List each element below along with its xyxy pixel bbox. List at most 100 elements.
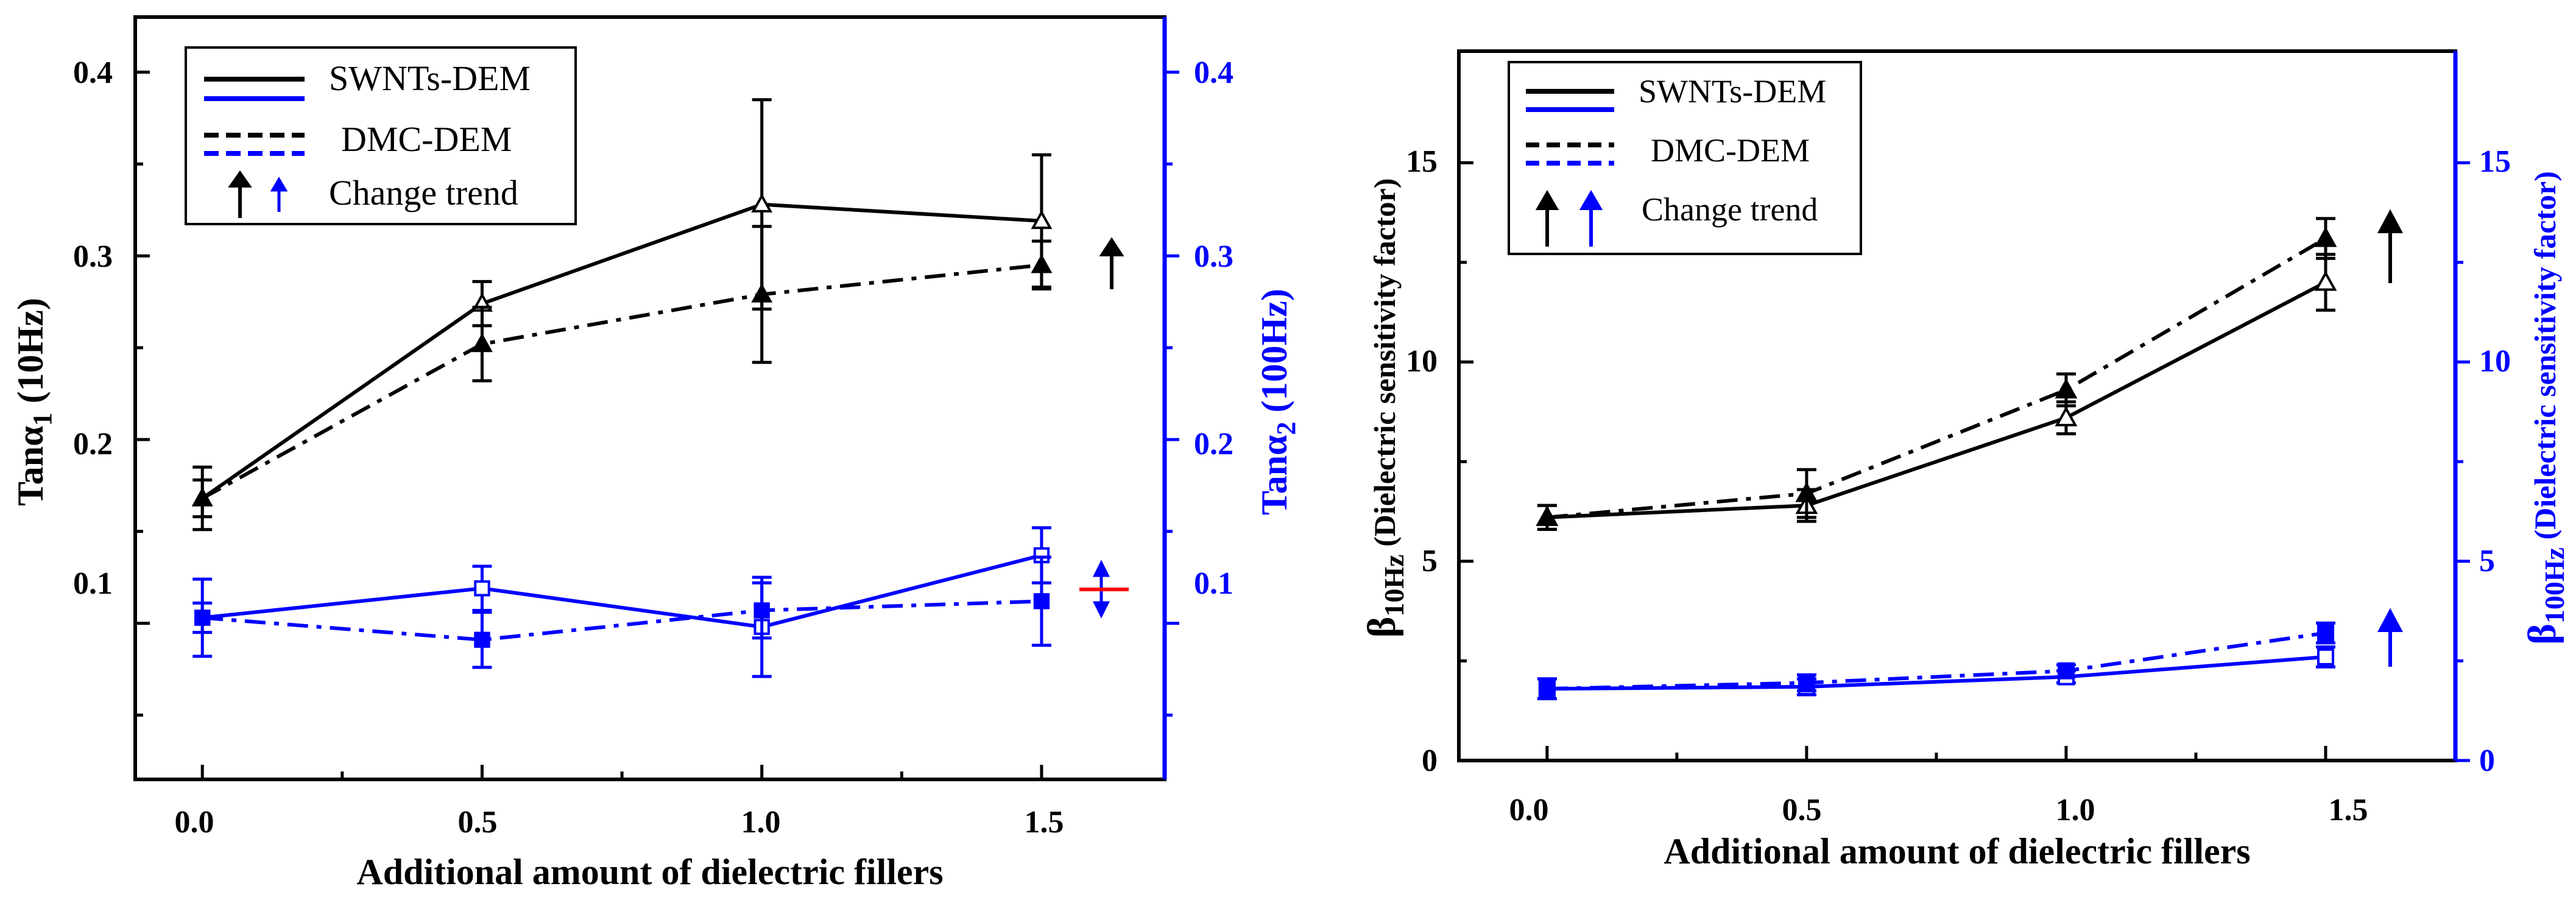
arrow-up-icon [1535,190,1559,247]
data-point [1538,680,1556,698]
chart-1-y-left-tick-label: 0.2 [73,427,113,462]
chart-1-y-left-label-main: Tanα [10,426,51,505]
chart-1-x-tick-label: 0.5 [458,805,498,840]
chart-2-y-right-tick-label: 0 [2479,743,2495,778]
chart-1-y-left-tick-label: 0.4 [73,55,113,90]
data-point [191,487,213,507]
data-point [474,580,490,597]
chart-1-y-left-label-suffix: (10Hz) [10,298,51,412]
trend-arrow-up-black-icon [1099,237,1124,289]
chart-2-x-tick-label: 0.0 [1509,793,1549,827]
chart-tan-alpha: 0.0 0.5 1.0 1.5 0.1 0.2 0.3 0.4 0.1 0.2 … [10,15,1301,892]
chart-beta: 0.0 0.5 1.0 1.5 0 5 10 15 0 5 10 15 Addi… [1360,49,2570,871]
chart-1-legend-label-dmc: DMC-DEM [341,119,512,159]
chart-2-y-right-tick-label: 5 [2479,544,2495,578]
data-point [474,631,490,648]
chart-1-y-left-tick-label: 0.3 [73,239,113,274]
chart-2-y-right-tick-label: 15 [2479,144,2511,179]
data-point [1795,482,1818,502]
data-point [471,332,493,353]
chart-2-y-right-tick-label: 10 [2479,344,2511,379]
chart-1-x-tick-label: 0.0 [175,805,214,840]
chart-2-y-left-label-suffix: (Dielectric sensitivity factor) [1367,178,1402,555]
data-point [2057,662,2075,680]
chart-2-x-axis-label: Additional amount of dielectric fillers [1664,831,2250,871]
arrow-up-icon [228,170,252,218]
chart-1-y-right-axis-label: Tanα2 (100Hz) [1254,289,1301,515]
chart-2-legend-box [1508,61,1862,255]
chart-1-plot-area [133,15,1167,781]
chart-2-legend-label-trend: Change trend [1642,191,1818,228]
chart-2-y-right-axis-label: β100Hz (Dielectric sensitivity factor) [2520,171,2570,645]
data-point [2055,406,2078,427]
series-line [1547,631,2326,691]
chart-1-trend-indicators [1079,237,1129,619]
chart-1-x-tick-labels: 0.0 0.5 1.0 1.5 [175,805,1064,840]
data-point [2055,378,2078,399]
trend-arrow-updown-blue-icon [1092,560,1110,619]
chart-1-y-left-label-sub: 1 [27,412,57,426]
data-point [1536,505,1559,526]
chart-2-y-right-label-suffix: (Dielectric sensitivity factor) [2528,171,2562,547]
data-point [751,283,773,303]
chart-1-series-layer [191,98,1053,678]
chart-2-y-left-label-sub: 10Hz [1378,554,1410,616]
chart-1-y-right-tick-labels: 0.1 0.2 0.3 0.4 [1194,55,1233,601]
chart-2-trend-indicators [2377,209,2403,667]
trend-arrow-up-blue-icon [2377,608,2403,667]
chart-2-y-left-axis-label: β10Hz (Dielectric sensitivity factor) [1360,178,1410,638]
data-point [1798,674,1815,692]
series-line [1547,280,2327,519]
trend-arrow-up-black-icon [2377,209,2403,283]
chart-2-y-left-tick-label: 15 [1406,144,1438,179]
chart-2-x-tick-label: 1.0 [2056,793,2095,827]
data-point [2317,648,2334,666]
chart-2-plot-area [1457,49,2458,762]
series-line [1547,237,2327,519]
data-point [194,610,211,626]
chart-2-y-right-tick-labels: 0 5 10 15 [2479,144,2511,778]
data-point [1033,593,1050,610]
chart-2-y-left-label-main: β [1360,617,1404,638]
chart-2-legend-label-dmc: DMC-DEM [1651,132,1810,169]
chart-2-legend: SWNTs-DEM DMC-DEM Change trend [1508,61,1862,255]
chart-1-x-axis-label: Additional amount of dielectric fillers [356,852,943,892]
chart-1-y-right-label-suffix: (100Hz) [1254,289,1294,421]
chart-1-y-right-tick-label: 0.4 [1194,55,1233,90]
chart-1-y-right-label-sub: 2 [1271,421,1301,435]
chart-1-y-right-tick-label: 0.2 [1194,427,1233,462]
chart-1-ticks [135,71,1179,779]
chart-1-legend: SWNTs-DEM DMC-DEM Change trend [185,46,577,225]
arrow-up-icon [1579,190,1603,247]
chart-2-legend-label-swnts: SWNTs-DEM [1639,73,1826,110]
chart-1-y-right-tick-label: 0.3 [1194,239,1233,274]
data-point [753,602,770,619]
data-point [751,193,773,213]
series-line [202,599,1042,642]
data-point [1031,254,1053,273]
chart-2-y-left-tick-label: 10 [1406,344,1438,379]
chart-1-y-left-axis-label: Tanα1 (10Hz) [10,298,57,506]
chart-1-y-left-tick-label: 0.1 [73,566,113,601]
series-line [201,202,1042,500]
chart-2-y-left-tick-label: 5 [1422,544,1438,578]
data-point [2314,270,2337,291]
chart-1-y-right-label-main: Tanα [1254,435,1294,515]
chart-1-x-tick-label: 1.0 [741,805,781,840]
chart-1-legend-label-swnts: SWNTs-DEM [329,58,531,98]
chart-2-x-tick-label: 0.5 [1782,793,1822,827]
chart-2-ticks [1459,161,2470,762]
chart-2-y-left-tick-label: 0 [1422,743,1438,778]
chart-1-y-left-tick-labels: 0.1 0.2 0.3 0.4 [73,55,113,601]
arrow-up-icon [270,177,288,212]
series-line [202,553,1042,629]
data-point [2317,624,2334,642]
chart-2-y-right-label-main: β [2520,624,2564,645]
chart-2-x-tick-labels: 0.0 0.5 1.0 1.5 [1509,793,2368,827]
chart-2-x-tick-label: 1.5 [2329,793,2368,827]
data-point [2314,227,2337,247]
chart-2-y-left-tick-labels: 0 5 10 15 [1406,144,1438,778]
series-line [201,263,1042,501]
chart-1-y-right-tick-label: 0.1 [1194,566,1233,601]
